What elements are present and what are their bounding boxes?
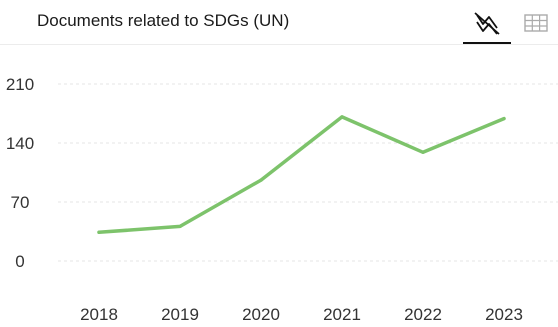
table-view-button[interactable] [514, 4, 558, 42]
table-grid-icon [524, 14, 548, 32]
x-tick-label: 2018 [80, 305, 118, 324]
x-tick-label: 2022 [404, 305, 442, 324]
x-tick-label: 2020 [242, 305, 280, 324]
data-point [340, 115, 344, 119]
chart-title: Documents related to SDGs (UN) [37, 11, 290, 30]
y-tick-label: 210 [6, 75, 34, 94]
chart-header: Documents related to SDGs (UN) [0, 0, 558, 45]
data-point [421, 150, 425, 154]
x-tick-label: 2023 [485, 305, 523, 324]
y-tick-label: 140 [6, 134, 34, 153]
data-point [178, 224, 182, 229]
data-point [502, 116, 506, 121]
series-line [97, 115, 506, 235]
data-point [97, 230, 101, 234]
x-tick-label: 2021 [323, 305, 361, 324]
line-chart-icon [474, 12, 500, 35]
y-tick-label: 0 [15, 252, 24, 271]
x-tick-label: 2019 [161, 305, 199, 324]
chart-view-button[interactable] [463, 4, 511, 44]
line-chart: 0 70 140 210 2018 2019 2020 2021 2022 2023 [6, 75, 558, 324]
data-point [259, 178, 263, 182]
y-tick-label: 70 [11, 193, 30, 212]
